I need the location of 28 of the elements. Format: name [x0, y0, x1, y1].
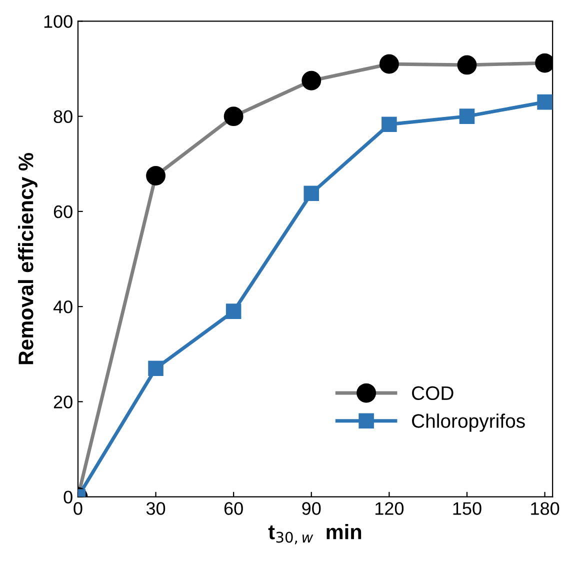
x-tick-label: 90: [302, 502, 321, 515]
y-axis-title: Removal efficiency %: [18, 153, 38, 364]
point: [148, 360, 164, 376]
y-tick-label: 20: [54, 396, 72, 408]
legend-label: Chloropyrifos: [412, 414, 525, 432]
point: [459, 108, 475, 124]
x-tick-label: 30: [146, 502, 166, 515]
x-tick-label: 0: [74, 502, 82, 515]
point: [146, 166, 166, 186]
point: [382, 116, 397, 132]
x-tick-label: 120: [376, 502, 404, 515]
point: [457, 55, 477, 75]
point: [224, 106, 244, 126]
y-tick-label: 0: [64, 490, 72, 504]
point: [226, 304, 242, 319]
point: [379, 54, 399, 74]
point: [302, 70, 322, 90]
point: [304, 186, 320, 202]
x-tick-label: 180: [531, 502, 560, 515]
x-tick-label: 60: [224, 502, 243, 515]
y-tick-label: 40: [53, 300, 72, 314]
y-tick-label: 80: [54, 110, 72, 124]
y-tick-label: 60: [54, 205, 72, 218]
legend-label: COD: [412, 386, 454, 400]
x-tick-label: 150: [453, 502, 482, 515]
y-tick-label: 100: [44, 15, 72, 28]
point: [537, 94, 552, 110]
x-axis-title: t$_{30,w}$ min: [268, 524, 362, 544]
